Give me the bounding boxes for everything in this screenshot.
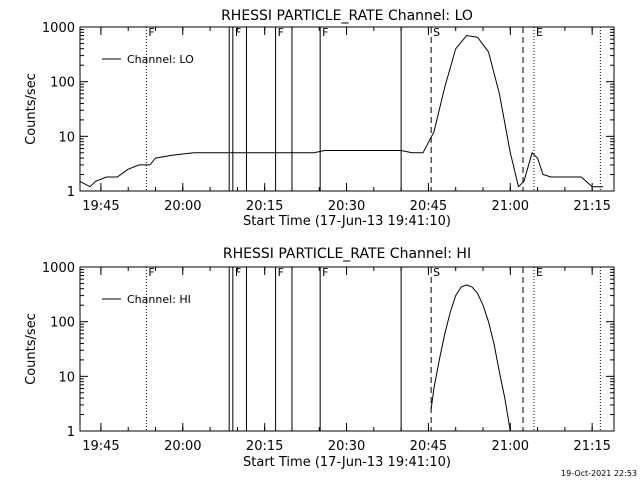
x-tick-label: 20:45 (410, 439, 447, 454)
flag-label: S (433, 26, 440, 39)
series-line (430, 284, 511, 432)
flag-label: F (235, 266, 241, 279)
x-tick-label: 21:15 (573, 439, 610, 454)
x-tick-label: 21:00 (492, 199, 529, 214)
x-tick-label: 19:45 (82, 199, 119, 214)
legend-label: Channel: HI (127, 293, 191, 306)
x-tick-label: 20:30 (328, 199, 365, 214)
footer-timestamp: 19-Oct-2021 22:53 (561, 469, 637, 478)
legend-label: Channel: LO (127, 53, 194, 66)
chart-title: RHESSI PARTICLE_RATE Channel: HI (223, 246, 471, 262)
y-tick-label: 1 (67, 425, 75, 440)
y-tick-label: 100 (50, 316, 75, 331)
x-tick-label: 20:15 (246, 439, 283, 454)
flag-label: F (322, 26, 328, 39)
y-tick-label: 100 (50, 76, 75, 91)
series-line (79, 34, 604, 188)
x-tick-label: 20:30 (328, 439, 365, 454)
x-axis-label: Start Time (17-Jun-13 19:41:10) (243, 214, 451, 229)
flag-label: F (278, 266, 284, 279)
x-tick-label: 20:00 (164, 439, 201, 454)
y-axis-label: Counts/sec (24, 313, 39, 385)
x-tick-label: 21:00 (492, 439, 529, 454)
y-tick-label: 1 (67, 185, 75, 200)
y-tick-label: 1000 (42, 261, 75, 276)
y-tick-label: 10 (58, 130, 75, 145)
flag-label: F (148, 26, 154, 39)
flag-label: E (536, 26, 543, 39)
y-tick-label: 10 (58, 370, 75, 385)
flag-label: S (433, 266, 440, 279)
chart-title: RHESSI PARTICLE_RATE Channel: LO (221, 8, 473, 24)
flag-label: F (148, 266, 154, 279)
y-tick-label: 1000 (42, 21, 75, 36)
x-axis-label: Start Time (17-Jun-13 19:41:10) (243, 455, 451, 470)
x-tick-label: 21:15 (573, 199, 610, 214)
chart-panel-1: RHESSI PARTICLE_RATE Channel: HI 1 10 100 10… (24, 246, 615, 470)
x-tick-label: 20:45 (410, 199, 447, 214)
chart-panel-0: RHESSI PARTICLE_RATE Channel: LO 1 10 100 10… (24, 8, 615, 229)
flag-label: F (278, 26, 284, 39)
y-axis-label: Counts/sec (24, 73, 39, 145)
flag-label: F (235, 26, 241, 39)
x-tick-label: 19:45 (82, 439, 119, 454)
flag-label: F (322, 266, 328, 279)
flag-label: E (536, 266, 543, 279)
x-tick-label: 20:15 (246, 199, 283, 214)
x-tick-label: 20:00 (164, 199, 201, 214)
